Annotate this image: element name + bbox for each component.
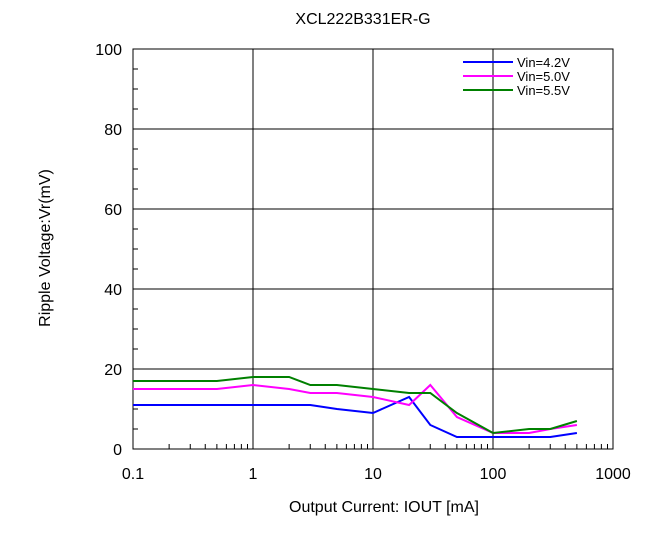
- series-line-1: [133, 395, 578, 438]
- series-line-3: [133, 376, 578, 435]
- y-tick-label: 20: [104, 362, 122, 379]
- y-axis-title: Ripple Voltage:Vr(mV): [37, 169, 54, 327]
- plot-frame: [132, 48, 614, 450]
- series-line-2: [133, 383, 578, 434]
- legend-label-1: Vin=4.2V: [517, 55, 570, 70]
- legend-label-2: Vin=5.0V: [517, 69, 570, 84]
- y-tick-label: 0: [113, 442, 122, 459]
- chart-title: XCL222B331ER-G: [295, 11, 430, 28]
- x-tick-label: 0.1: [122, 466, 144, 483]
- plot-area: 0.1 1 10 100 1000 0 20 40 60 80 100 Vin=4.2VVin=5.0…: [95, 42, 631, 483]
- y-tick-label: 80: [104, 122, 122, 139]
- x-tick-label: 100: [480, 466, 507, 483]
- x-tick-label: 1000: [595, 466, 631, 483]
- x-tick-label: 1: [249, 466, 258, 483]
- y-tick-label: 40: [104, 282, 122, 299]
- legend-label-3: Vin=5.5V: [517, 83, 570, 98]
- x-axis-title: Output Current: IOUT [mA]: [289, 499, 479, 516]
- y-tick-label: 60: [104, 202, 122, 219]
- x-tick-label: 10: [364, 466, 382, 483]
- y-tick-label: 100: [95, 42, 122, 59]
